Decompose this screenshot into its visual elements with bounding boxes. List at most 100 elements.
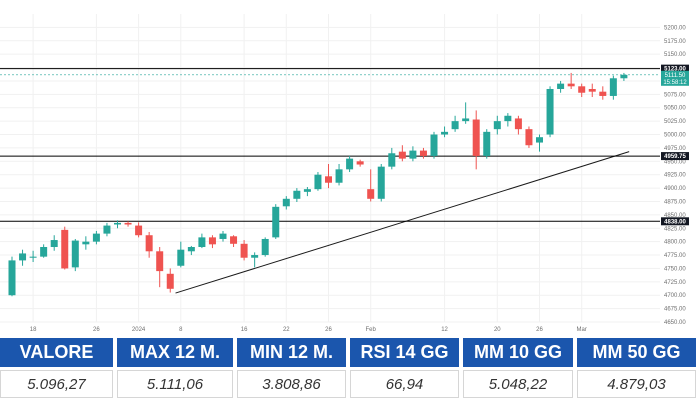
- candle-body: [50, 240, 58, 248]
- level-label: 4959.75: [664, 154, 686, 160]
- y-tick-label: 4900.00: [664, 186, 686, 192]
- candle-body: [82, 241, 90, 245]
- candle-body: [261, 238, 269, 256]
- candle-body: [419, 150, 427, 156]
- candle-body: [398, 151, 406, 159]
- x-tick-label: 26: [325, 327, 332, 333]
- candle-body: [430, 134, 438, 156]
- candle-body: [483, 131, 491, 156]
- candlestick-chart: 4650.00 4675.00 4700.00 4725.00 4750.00 4775.…: [0, 14, 689, 333]
- header-mm-10gg: MM 10 GG: [463, 338, 573, 367]
- y-tick-label: 4850.00: [664, 213, 686, 219]
- candle-body: [536, 137, 543, 143]
- y-tick-label: 4700.00: [664, 293, 686, 299]
- candles: [8, 72, 628, 297]
- level-label-bg: [661, 64, 689, 73]
- x-axis: 18 26 2024 8 16 22 26 Feb 12 20 26 Mar: [30, 327, 587, 333]
- y-tick-label: 4750.00: [664, 266, 686, 272]
- candle-body: [8, 260, 16, 296]
- level-label: 5123.00: [664, 67, 686, 73]
- candle-body: [282, 198, 290, 207]
- candle-body: [514, 118, 522, 130]
- value-min-12m: 3.808,86: [237, 370, 346, 398]
- value-mm-50gg: 4.879,03: [577, 370, 696, 398]
- candle-body: [208, 237, 216, 245]
- candle-body: [177, 249, 185, 266]
- y-tick-label: 5175.00: [664, 39, 686, 45]
- y-tick-label: 5150.00: [664, 52, 686, 58]
- candle-body: [219, 233, 227, 239]
- y-tick-label: 4950.00: [664, 159, 686, 165]
- stats-table: VALORE MAX 12 M. MIN 12 M. RSI 14 GG MM …: [0, 336, 700, 400]
- header-rsi-14gg: RSI 14 GG: [350, 338, 459, 367]
- candle-body: [29, 256, 37, 258]
- level-label: 4838.00: [664, 219, 686, 225]
- value-rsi-14gg: 66,94: [350, 370, 459, 398]
- trendline: [175, 151, 630, 294]
- candle-body: [377, 166, 385, 199]
- candle-body: [346, 158, 354, 170]
- candle-body: [451, 121, 459, 130]
- x-tick-label: 18: [30, 327, 37, 333]
- candle-body: [599, 91, 607, 96]
- level-label-bg: [661, 217, 689, 226]
- current-price-label-bg: [661, 70, 689, 86]
- candle-body: [588, 88, 596, 92]
- candle-body: [103, 225, 111, 234]
- candle-body: [61, 229, 69, 269]
- value-max-12m: 5.111,06: [117, 370, 233, 398]
- candle-body: [578, 86, 586, 93]
- x-tick-label: 2024: [132, 327, 146, 333]
- value-valore: 5.096,27: [0, 370, 113, 398]
- header-max-12m: MAX 12 M.: [117, 338, 233, 367]
- candle-body: [335, 169, 343, 183]
- candle-body: [240, 243, 248, 258]
- candle-body: [388, 153, 396, 167]
- level-label-bg: [661, 152, 689, 161]
- candle-body: [567, 83, 575, 87]
- y-tick-label: 5075.00: [664, 92, 686, 98]
- candle-body: [325, 176, 332, 183]
- x-tick-label: 26: [93, 327, 100, 333]
- candle-body: [145, 235, 153, 252]
- y-tick-label: 4775.00: [664, 253, 686, 259]
- candle-body: [187, 247, 195, 252]
- current-time-label: 15:58:12: [663, 80, 687, 86]
- x-tick-label: 12: [441, 327, 448, 333]
- y-tick-label: 4725.00: [664, 280, 686, 286]
- trendline-line: [175, 151, 630, 294]
- x-tick-label: 16: [241, 327, 248, 333]
- y-tick-label: 4650.00: [664, 320, 686, 326]
- candle-body: [314, 174, 322, 190]
- candle-body: [441, 131, 449, 135]
- candle-body: [609, 78, 617, 96]
- candle-body: [620, 74, 628, 79]
- y-tick-label: 4925.00: [664, 173, 686, 179]
- candle-body: [356, 161, 364, 165]
- candle-body: [493, 121, 501, 130]
- x-tick-label: Mar: [577, 327, 587, 333]
- candle-body: [40, 247, 48, 257]
- y-tick-label: 4875.00: [664, 199, 686, 205]
- current-price-label: 5111.50: [665, 73, 686, 79]
- candle-body: [71, 240, 79, 268]
- candle-body: [367, 189, 375, 199]
- candle-body: [546, 88, 554, 135]
- horizontal-levels: [0, 68, 660, 222]
- header-valore: VALORE: [0, 338, 113, 367]
- x-tick-label: 8: [179, 327, 183, 333]
- candle-body: [557, 83, 565, 89]
- x-tick-label: Feb: [366, 327, 377, 333]
- candle-body: [135, 225, 143, 236]
- x-tick-label: 20: [494, 327, 501, 333]
- candle-body: [251, 255, 259, 258]
- stats-header-row: VALORE MAX 12 M. MIN 12 M. RSI 14 GG MM …: [0, 338, 700, 367]
- value-mm-10gg: 5.048,22: [463, 370, 573, 398]
- candle-body: [272, 206, 280, 238]
- candle-body: [92, 233, 100, 242]
- y-tick-label: 5025.00: [664, 119, 686, 125]
- y-tick-label: 4825.00: [664, 226, 686, 232]
- y-tick-label: 4675.00: [664, 307, 686, 313]
- x-tick-label: 22: [283, 327, 290, 333]
